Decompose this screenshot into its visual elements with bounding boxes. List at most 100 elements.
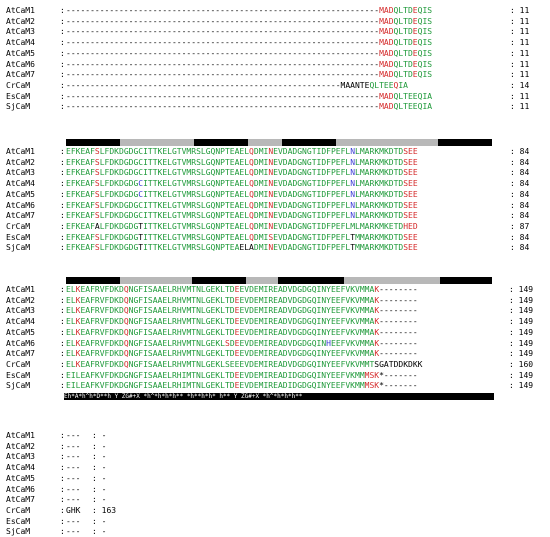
residue-run: --- [66, 473, 81, 483]
residue-run: -------- [379, 285, 418, 294]
residue-count: : 84 [510, 179, 530, 189]
separator: : [60, 48, 65, 58]
helix-segment [194, 139, 248, 146]
alignment-row: EsCaM: EFKEAFSLFDKDGDGTITTKELGTVMRSLGQNPT… [0, 233, 550, 243]
residue-run: DMI [253, 211, 269, 221]
residue-run: IA [398, 80, 408, 90]
residue-run: ----------------------------------------… [66, 6, 380, 15]
sequence-residues: --- [66, 527, 80, 537]
residue-run: LFDKDGDG [99, 243, 139, 253]
residue-run: SEE [403, 211, 418, 221]
residue-count: : 84 [510, 189, 530, 199]
residue-run: LMARKMKDTD [355, 200, 404, 210]
residue-run: S [94, 189, 100, 199]
residue-run: T [138, 243, 144, 253]
helix-segment [278, 277, 344, 284]
sequence-name: AtCaM4 [6, 179, 35, 189]
residue-run: -------- [379, 338, 418, 348]
sequence-residues: ----------------------------------------… [66, 70, 432, 80]
residue-run: ----------------------------------------… [66, 70, 380, 80]
residue-run: Q [123, 285, 129, 294]
residue-run: -------- [379, 327, 418, 337]
residue-count: : - [92, 473, 107, 483]
residue-run: Q [123, 359, 129, 369]
residue-run: N [350, 200, 356, 210]
residue-run: EL [66, 359, 76, 369]
residue-run: ITTKELGTVMRSLGQNPTEAEL [143, 179, 250, 189]
residue-run: DMI [253, 168, 269, 178]
residue-run: N [268, 189, 274, 199]
residue-run: NGFISAAELRHVMTNLGEKLTD [128, 317, 235, 327]
sequence-residues: ----------------------------------------… [66, 27, 432, 37]
separator: : [60, 16, 65, 26]
residue-run: T [138, 232, 144, 242]
residue-run: MSK [364, 381, 380, 391]
residue-run: EFKEAF [66, 189, 95, 199]
separator: : [60, 431, 65, 440]
residue-count: : 160 [509, 359, 534, 369]
residue-run: N [268, 168, 274, 178]
sequence-residues: EFKEAFSLFDKDGDGCITTKELGTVMRSLGQNPTEAELQD… [66, 211, 418, 221]
separator: : [60, 327, 65, 337]
residue-run: QIS [417, 16, 433, 26]
residue-run: S [94, 200, 100, 210]
sequence-name: AtCaM1 [6, 147, 35, 156]
residue-run: EVDEMIREADVDGDGQINYEEFVKVMMA [239, 327, 375, 337]
separator: : [60, 441, 65, 451]
residue-run: EVDEMIREADIDGDGQINYEEFVKMM [239, 370, 365, 380]
residue-run: T [350, 243, 356, 253]
residue-run: E [234, 381, 240, 391]
residue-count: : - [92, 484, 107, 494]
sequence-name: AtCaM1 [6, 6, 35, 15]
residue-run: ----------------------------------------… [66, 48, 380, 58]
residue-run: Q [249, 179, 254, 189]
residue-run: LMARKMKDTD [355, 179, 404, 189]
residue-run: --- [66, 431, 81, 440]
sequence-name: AtCaM1 [6, 285, 35, 294]
residue-run: SEE [403, 232, 418, 242]
residue-run: LFDKDGDG [99, 189, 139, 199]
residue-run: N [350, 157, 356, 167]
residue-run: ----------------------------------------… [66, 80, 370, 90]
alignment-row: AtCaM3: ---: - [0, 452, 550, 462]
sequence-residues: ----------------------------------------… [66, 81, 408, 91]
sequence-name: AtCaM3 [6, 27, 35, 37]
residue-run: H [326, 338, 331, 348]
helix-segment [248, 139, 282, 146]
sequence-residues: EFKEAFALFDKDGDGTITTKELGTVMRSLGQNPTEAELQD… [66, 222, 418, 232]
separator: : [60, 370, 65, 380]
residue-run: *------- [379, 370, 418, 380]
alignment-row: AtCaM2: ELKEAFRVFDKDQNGFISAAELRHVMTNLGEKL… [0, 296, 550, 306]
alignment-row: AtCaM6: ELKEAFRVFDKDQNGFISAAELRHVMTNLGEKL… [0, 339, 550, 349]
residue-count: : 11 [510, 70, 530, 80]
sequence-name: SjCaM [6, 381, 31, 391]
residue-count: : 84 [510, 200, 530, 210]
sequence-name: AtCaM3 [6, 306, 35, 316]
residue-run: EL [66, 317, 76, 327]
residue-run: K [374, 349, 380, 359]
residue-run: EL [66, 349, 76, 359]
helix-segment [120, 277, 192, 284]
residue-run: T [350, 232, 356, 242]
residue-run: K [75, 359, 81, 369]
alignment-row: AtCaM1: ---------------------------------… [0, 6, 550, 16]
separator: : [60, 168, 65, 178]
residue-run: E [412, 48, 418, 58]
residue-run: QLTD [393, 16, 413, 26]
residue-run: Q [249, 147, 254, 156]
separator: : [60, 306, 65, 316]
alignment-row: AtCaM1: ---: - [0, 431, 550, 441]
residue-run: MMARKMKDTD [355, 243, 404, 253]
separator: : [60, 243, 65, 253]
residue-run: ----------------------------------------… [66, 91, 380, 101]
residue-run: N [350, 147, 356, 156]
residue-run: -------- [379, 306, 418, 316]
residue-run: N [350, 211, 356, 221]
separator: : [60, 505, 65, 515]
alignment-row: AtCaM3: ---------------------------------… [0, 27, 550, 37]
residue-run: LFDKDGDG [99, 179, 139, 189]
sequence-name: CrCaM [6, 359, 31, 369]
residue-run: *------- [379, 381, 418, 391]
residue-run: EL [66, 327, 76, 337]
sequence-residues: ELKEAFRVFDKDQNGFISAAELRHVMTNLGEKLTDEEVDE… [66, 317, 418, 327]
